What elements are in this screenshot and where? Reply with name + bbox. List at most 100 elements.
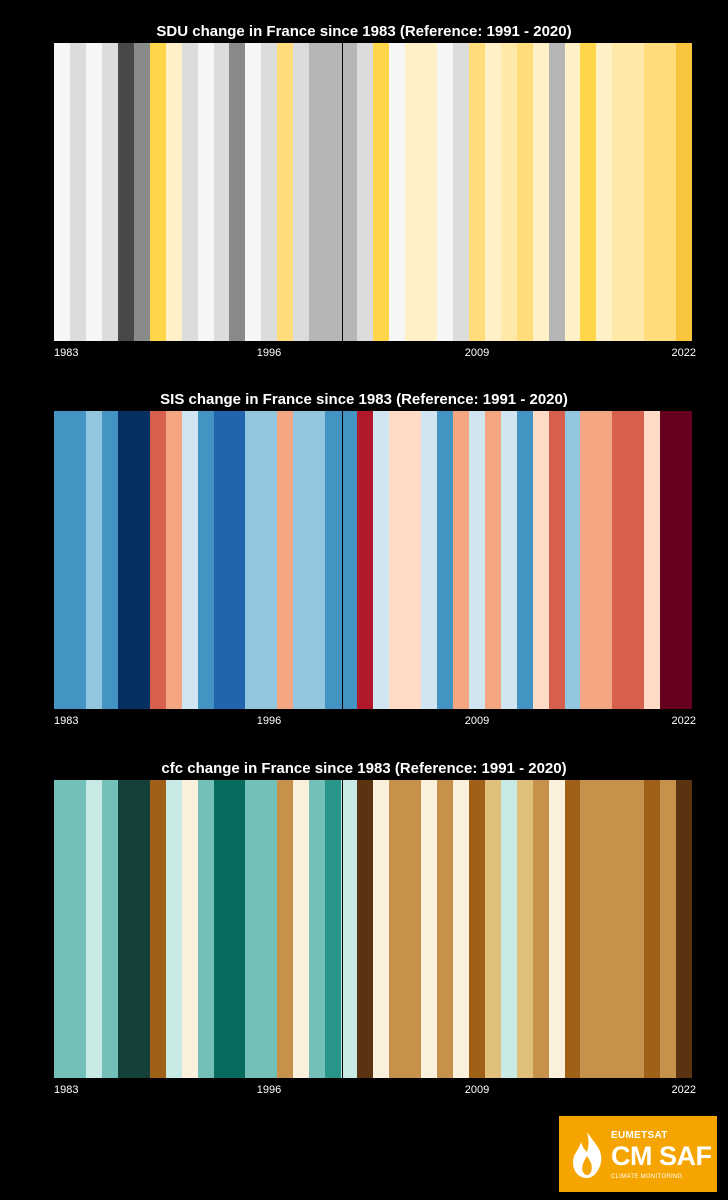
stripe-2010 bbox=[484, 411, 501, 709]
stripe-2003 bbox=[373, 43, 390, 341]
stripe-2005 bbox=[404, 43, 421, 341]
stripe-2013 bbox=[532, 780, 549, 1078]
stripe-2019 bbox=[628, 43, 645, 341]
stripe-1998 bbox=[293, 43, 310, 341]
stripe-1996 bbox=[261, 780, 278, 1078]
stripe-2003 bbox=[373, 411, 390, 709]
stripe-1990 bbox=[165, 43, 182, 341]
stripe-1992 bbox=[197, 43, 214, 341]
chart-title: SIS change in France since 1983 (Referen… bbox=[160, 391, 568, 408]
stripe-2006 bbox=[420, 43, 437, 341]
stripe-1995 bbox=[245, 780, 262, 1078]
stripe-1993 bbox=[213, 411, 230, 709]
reference-divider bbox=[342, 780, 343, 1078]
stripe-2018 bbox=[612, 780, 629, 1078]
stripe-1988 bbox=[133, 411, 150, 709]
stripe-2019 bbox=[628, 780, 645, 1078]
stripe-2011 bbox=[500, 411, 517, 709]
stripe-1989 bbox=[149, 411, 166, 709]
x-tick-label: 2009 bbox=[464, 715, 490, 727]
stripe-1987 bbox=[117, 411, 134, 709]
stripe-2004 bbox=[389, 780, 405, 1078]
x-tick-label: 1983 bbox=[54, 1084, 79, 1096]
stripe-1990 bbox=[165, 411, 182, 709]
stripe-1983 bbox=[54, 411, 70, 709]
stripe-2005 bbox=[404, 411, 421, 709]
stripe-2017 bbox=[596, 43, 613, 341]
stripe-2022 bbox=[676, 780, 692, 1078]
stripe-2000 bbox=[325, 780, 342, 1078]
stripe-1997 bbox=[277, 411, 294, 709]
stripe-2003 bbox=[373, 780, 390, 1078]
stripe-2008 bbox=[452, 411, 469, 709]
stripe-1995 bbox=[245, 43, 262, 341]
stripe-2016 bbox=[580, 411, 597, 709]
stripe-1991 bbox=[181, 43, 198, 341]
stripe-2007 bbox=[436, 411, 453, 709]
x-tick-label: 1983 bbox=[54, 715, 79, 727]
logo-brand: CM SAF bbox=[611, 1141, 712, 1171]
stripe-2001 bbox=[341, 780, 358, 1078]
stripe-1987 bbox=[117, 43, 134, 341]
stripe-2011 bbox=[500, 780, 517, 1078]
stripe-1985 bbox=[85, 43, 102, 341]
stripe-2016 bbox=[580, 780, 597, 1078]
stripe-1984 bbox=[69, 780, 86, 1078]
stripe-1985 bbox=[85, 411, 102, 709]
stripe-2012 bbox=[516, 43, 533, 341]
stripe-2000 bbox=[325, 43, 342, 341]
stripe-1998 bbox=[293, 411, 310, 709]
stripes-container bbox=[54, 780, 692, 1078]
stripe-2004 bbox=[389, 411, 405, 709]
x-tick-label: 2022 bbox=[671, 715, 696, 727]
x-tick-label: 2009 bbox=[464, 1084, 490, 1096]
flame-icon bbox=[573, 1132, 602, 1178]
stripe-1992 bbox=[197, 411, 214, 709]
stripe-1984 bbox=[69, 411, 86, 709]
stripe-2020 bbox=[644, 780, 661, 1078]
stripe-1997 bbox=[277, 43, 294, 341]
cm-saf-logo: EUMETSAT CM SAF CLIMATE MONITORING bbox=[559, 1116, 717, 1192]
stripe-1999 bbox=[309, 43, 326, 341]
stripe-1989 bbox=[149, 43, 166, 341]
stripe-2012 bbox=[516, 411, 533, 709]
stripe-1989 bbox=[149, 780, 166, 1078]
stripe-2002 bbox=[357, 780, 374, 1078]
stripe-1991 bbox=[181, 411, 198, 709]
stripe-2018 bbox=[612, 43, 629, 341]
stripe-2013 bbox=[532, 411, 549, 709]
stripe-1993 bbox=[213, 780, 230, 1078]
stripe-2016 bbox=[580, 43, 597, 341]
stripe-2007 bbox=[436, 43, 453, 341]
stripe-2021 bbox=[660, 411, 677, 709]
stripes-container bbox=[54, 411, 692, 709]
stripe-2017 bbox=[596, 780, 613, 1078]
stripe-2022 bbox=[676, 411, 692, 709]
stripe-2007 bbox=[436, 780, 453, 1078]
x-tick-label: 1996 bbox=[256, 347, 282, 359]
stripe-2002 bbox=[357, 43, 374, 341]
stripe-2008 bbox=[452, 43, 469, 341]
stripe-2009 bbox=[468, 780, 485, 1078]
stripe-1993 bbox=[213, 43, 230, 341]
stripe-2014 bbox=[548, 43, 565, 341]
stripe-1996 bbox=[261, 411, 278, 709]
reference-divider bbox=[342, 43, 343, 341]
stripe-2015 bbox=[564, 411, 581, 709]
stripe-2022 bbox=[676, 43, 692, 341]
logo-subtitle: CLIMATE MONITORING bbox=[611, 1174, 683, 1180]
stripe-2009 bbox=[468, 43, 485, 341]
reference-divider bbox=[342, 411, 343, 709]
stripe-1986 bbox=[101, 780, 118, 1078]
stripe-2017 bbox=[596, 411, 613, 709]
stripe-2008 bbox=[452, 780, 469, 1078]
stripe-2021 bbox=[660, 43, 677, 341]
stripe-2010 bbox=[484, 780, 501, 1078]
stripe-2015 bbox=[564, 780, 581, 1078]
stripe-1986 bbox=[101, 43, 118, 341]
stripe-1988 bbox=[133, 43, 150, 341]
stripe-2006 bbox=[420, 780, 437, 1078]
stripe-1984 bbox=[69, 43, 86, 341]
stripe-2001 bbox=[341, 411, 358, 709]
logo-org: EUMETSAT bbox=[611, 1130, 668, 1141]
